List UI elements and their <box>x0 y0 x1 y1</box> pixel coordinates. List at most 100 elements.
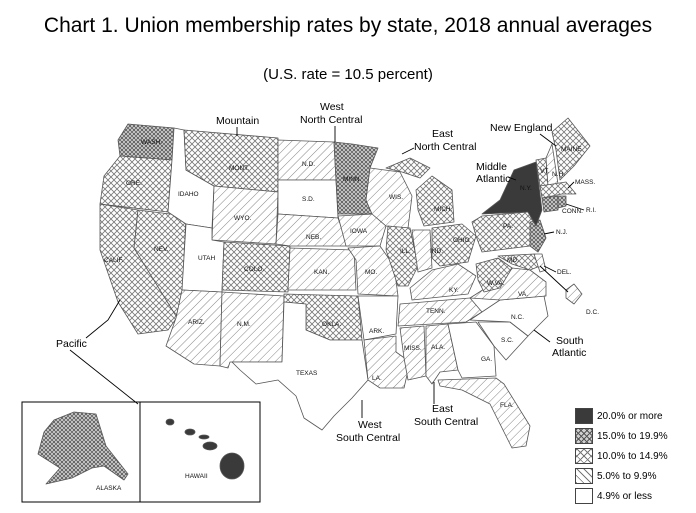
leader-mass <box>567 181 575 189</box>
label-mass: MASS. <box>575 179 595 186</box>
state-del <box>533 253 547 273</box>
state-colo <box>221 241 291 293</box>
state-nj <box>529 219 547 253</box>
region-wsc-line1: West <box>358 419 382 431</box>
state-miss <box>399 325 427 381</box>
label-miss: MISS. <box>404 345 422 352</box>
label-wis: WIS. <box>389 194 403 201</box>
legend-label: 10.0% to 14.9% <box>597 450 668 462</box>
state-mich <box>415 175 455 227</box>
label-ky: KY. <box>449 287 459 294</box>
state-md <box>497 253 541 271</box>
state-texas <box>231 301 369 431</box>
label-wash: WASH. <box>141 139 162 146</box>
state-hawaii-maui <box>202 441 218 451</box>
state-nc <box>469 295 549 337</box>
label-nm: N.M. <box>237 321 251 328</box>
label-la: LA. <box>372 375 382 382</box>
region-new-england: New England <box>490 122 553 134</box>
label-vt: VT. <box>540 168 550 175</box>
region-ma-line2: Atlantic <box>476 173 510 185</box>
label-nd: N.D. <box>302 161 315 168</box>
label-maine: MAINE <box>561 146 582 153</box>
region-ne-leader <box>539 133 557 147</box>
label-calif: CALIF. <box>104 257 124 264</box>
legend-swatch <box>575 488 593 504</box>
region-wnc-line1: West <box>320 101 344 113</box>
label-ala: ALA. <box>431 344 445 351</box>
state-nd <box>277 139 337 181</box>
legend-item-c2: 5.0% to 9.9% <box>575 468 668 484</box>
state-mich-up <box>385 157 431 179</box>
label-neb: NEB. <box>306 234 321 241</box>
legend-swatch <box>575 408 593 424</box>
label-ariz: ARIZ. <box>188 319 205 326</box>
state-ri <box>557 195 567 209</box>
state-fla <box>437 377 531 449</box>
region-mountain: Mountain <box>216 115 259 127</box>
region-pacific-leader-2 <box>69 349 139 405</box>
region-sa-leader <box>533 329 551 343</box>
legend-swatch <box>575 468 593 484</box>
region-esc-line1: East <box>432 403 453 415</box>
label-del: DEL. <box>557 269 572 276</box>
label-sd: S.D. <box>302 196 315 203</box>
region-pacific-leader <box>85 299 121 339</box>
legend-label: 15.0% to 19.9% <box>597 430 668 442</box>
leader-dc <box>539 265 569 293</box>
label-dc: D.C. <box>586 309 599 316</box>
label-kan: KAN. <box>314 269 329 276</box>
state-ky <box>409 263 477 301</box>
legend-swatch <box>575 448 593 464</box>
state-ohio <box>431 223 477 267</box>
legend: 20.0% or more 15.0% to 19.9% 10.0% to 14… <box>575 408 668 508</box>
label-nj: N.J. <box>556 229 568 236</box>
label-iowa: IOWA <box>350 228 368 235</box>
legend-swatch <box>575 428 593 444</box>
region-sa-line2: Atlantic <box>552 347 586 359</box>
state-ore <box>99 155 173 213</box>
region-enc-leader <box>401 147 415 155</box>
state-conn <box>541 195 559 213</box>
legend-item-c3: 10.0% to 14.9% <box>575 448 668 464</box>
label-fla: FLA. <box>500 402 514 409</box>
label-ohio: OHIO <box>453 237 470 244</box>
label-alaska: ALASKA <box>96 485 122 492</box>
region-pacific: Pacific <box>56 338 87 350</box>
chart-subtitle: (U.S. rate = 10.5 percent) <box>263 66 433 83</box>
label-nc: N.C. <box>511 314 524 321</box>
region-sa-line1: South <box>556 335 584 347</box>
label-nh: N.H. <box>552 171 565 178</box>
label-sc: S.C. <box>501 337 514 344</box>
label-va: VA. <box>518 291 528 298</box>
region-enc-line2: North Central <box>414 141 476 153</box>
state-ind <box>411 229 433 273</box>
label-hawaii: HAWAII <box>185 473 208 480</box>
label-mich: MICH. <box>434 206 453 213</box>
state-hawaii-molokai <box>198 434 210 440</box>
label-texas: TEXAS <box>296 370 318 377</box>
label-wyo: WYO. <box>234 215 252 222</box>
state-hawaii <box>219 452 245 480</box>
state-ark <box>357 295 399 341</box>
state-maine <box>551 117 591 181</box>
leader-del <box>543 265 557 273</box>
legend-label: 5.0% to 9.9% <box>597 470 657 482</box>
label-wva: W.VA. <box>487 280 505 287</box>
legend-label: 20.0% or more <box>597 410 663 422</box>
label-ny: N.Y. <box>520 185 532 192</box>
label-mo: MO. <box>365 269 377 276</box>
state-hawaii-oahu <box>184 428 196 436</box>
chart-title: Chart 1. Union membership rates by state… <box>43 14 653 37</box>
region-wnc-line2: North Central <box>300 114 362 126</box>
state-iowa <box>337 213 387 247</box>
legend-label: 4.9% or less <box>597 490 653 502</box>
label-mont: MONT. <box>229 165 249 172</box>
label-colo: COLO. <box>244 266 264 273</box>
leader-nj <box>543 231 555 235</box>
state-ny <box>481 161 543 227</box>
label-ri: R.I. <box>586 207 596 214</box>
region-ma-line1: Middle <box>476 161 507 173</box>
state-hawaii-kauai <box>165 418 175 426</box>
